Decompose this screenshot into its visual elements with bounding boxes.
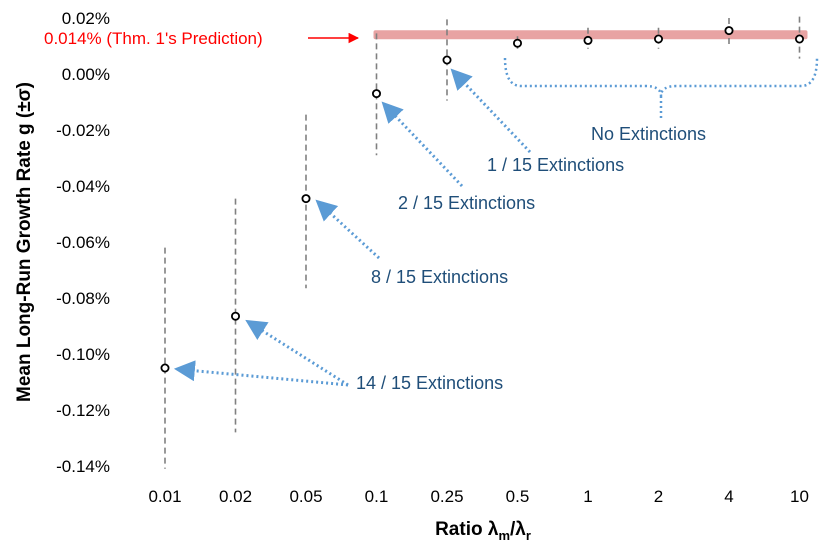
data-point <box>371 89 381 99</box>
y-tick-label: -0.14% <box>56 457 110 476</box>
x-tick-label: 2 <box>654 487 663 506</box>
arrow-1-of-15 <box>450 68 532 154</box>
annotation-2-of-15: 2 / 15 Extinctions <box>398 193 535 213</box>
annotation-14-of-15: 14 / 15 Extinctions <box>356 373 503 393</box>
data-point <box>230 311 240 321</box>
data-point <box>301 194 311 204</box>
data-point <box>513 38 523 48</box>
data-point <box>654 34 664 44</box>
x-tick-label: 0.5 <box>506 487 530 506</box>
prediction-band <box>373 30 808 40</box>
y-tick-label: -0.08% <box>56 289 110 308</box>
x-tick-label: 1 <box>583 487 592 506</box>
error-bars <box>164 16 801 469</box>
data-point <box>442 55 452 65</box>
x-tick-label: 0.1 <box>365 487 389 506</box>
x-tick-label: 0.05 <box>289 487 322 506</box>
y-tick-label: -0.04% <box>56 177 110 196</box>
annotation-8-of-15: 8 / 15 Extinctions <box>371 267 508 287</box>
x-axis-ticks: 0.01 0.02 0.05 0.1 0.25 0.5 1 2 4 10 <box>148 487 809 506</box>
arrow-2-of-15 <box>381 101 464 188</box>
arrow-8-of-15 <box>315 199 381 260</box>
data-point <box>160 363 170 373</box>
y-tick-label: -0.02% <box>56 121 110 140</box>
annotation-no-extinctions: No Extinctions <box>591 124 706 144</box>
x-tick-label: 0.25 <box>430 487 463 506</box>
y-tick-label: 0.00% <box>62 65 110 84</box>
x-tick-label: 4 <box>724 487 733 506</box>
y-tick-label: 0.02% <box>62 9 110 28</box>
x-axis-title: Ratio λm/λr <box>435 519 531 543</box>
no-extinctions-bracket <box>503 57 819 97</box>
data-point <box>724 26 734 36</box>
x-tick-label: 0.01 <box>148 487 181 506</box>
y-axis-ticks: 0.02% 0.00% -0.02% -0.04% -0.06% -0.08% -0.10%… <box>56 9 110 476</box>
arrow-14a-of-15 <box>245 319 349 387</box>
x-tick-label: 10 <box>790 487 809 506</box>
data-points <box>160 26 805 373</box>
y-axis-title: Mean Long-Run Growth Rate g (±σ) <box>14 82 35 402</box>
y-tick-label: -0.06% <box>56 233 110 252</box>
y-tick-label: -0.12% <box>56 401 110 420</box>
data-point <box>795 34 805 44</box>
annotation-1-of-15: 1 / 15 Extinctions <box>487 155 624 175</box>
arrow-14b-of-15 <box>173 360 349 387</box>
x-tick-label: 0.02 <box>219 487 252 506</box>
prediction-label: 0.014% (Thm. 1's Prediction) <box>44 29 263 48</box>
data-point <box>583 35 593 45</box>
y-tick-label: -0.10% <box>56 345 110 364</box>
